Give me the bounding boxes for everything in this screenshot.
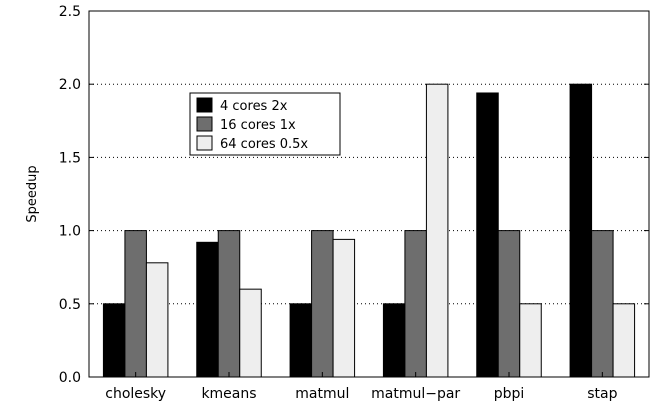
x-tick-label: matmul−par — [371, 386, 460, 402]
bar-stap-series-3 — [612, 303, 636, 378]
bar-pbpi-series-2 — [497, 230, 521, 378]
gridlines — [89, 83, 649, 305]
bar-kmeans-series-3 — [239, 288, 262, 378]
x-axis: cholesky kmeans matmul matmul−par pbpi stap — [105, 372, 618, 402]
x-tick-label: matmul — [295, 386, 349, 402]
legend: 4 cores 2x 16 cores 1x 64 cores 0.5x — [189, 92, 341, 156]
legend-label: 4 cores 2x — [220, 99, 288, 114]
y-axis-label: Speedup — [25, 165, 40, 222]
bar-stap-series-1 — [569, 83, 593, 378]
bar-cholesky-series-3 — [145, 262, 169, 378]
y-tick-label: 1.0 — [59, 224, 81, 240]
x-tick-label: stap — [587, 386, 617, 402]
bar-pbpi-series-3 — [519, 303, 542, 378]
legend-label: 16 cores 1x — [220, 118, 296, 133]
bar-cholesky-series-1 — [102, 303, 126, 378]
bars — [102, 83, 636, 378]
x-tick-label: cholesky — [105, 386, 166, 402]
y-tick-label: 1.5 — [59, 150, 81, 166]
bar-matmulpar-series-1 — [382, 303, 406, 378]
y-tick-label: 2.5 — [59, 4, 81, 20]
legend-swatch — [196, 135, 213, 151]
bar-matmulpar-series-3 — [425, 83, 449, 378]
legend-label: 64 cores 0.5x — [220, 137, 308, 152]
x-tick-label: pbpi — [494, 386, 525, 402]
bar-kmeans-series-1 — [196, 241, 219, 378]
y-tick-label: 0.0 — [59, 370, 81, 386]
x-tick-label: kmeans — [201, 386, 256, 402]
bar-matmulpar-series-2 — [404, 230, 427, 378]
legend-swatch — [196, 116, 213, 132]
legend-box — [189, 92, 341, 156]
legend-swatch — [196, 97, 213, 113]
y-axis: 0.0 0.5 1.0 1.5 2.0 2.5 — [59, 4, 649, 386]
bar-cholesky-series-2 — [124, 230, 147, 378]
bar-matmul-series-2 — [311, 230, 334, 378]
bar-pbpi-series-1 — [476, 92, 499, 378]
bar-matmul-series-3 — [332, 238, 356, 378]
y-tick-label: 0.5 — [59, 297, 81, 313]
bar-matmul-series-1 — [289, 303, 313, 378]
bar-stap-series-2 — [591, 230, 614, 378]
y-tick-label: 2.0 — [59, 77, 81, 93]
bar-kmeans-series-2 — [217, 230, 241, 378]
plot-frame — [88, 10, 650, 378]
